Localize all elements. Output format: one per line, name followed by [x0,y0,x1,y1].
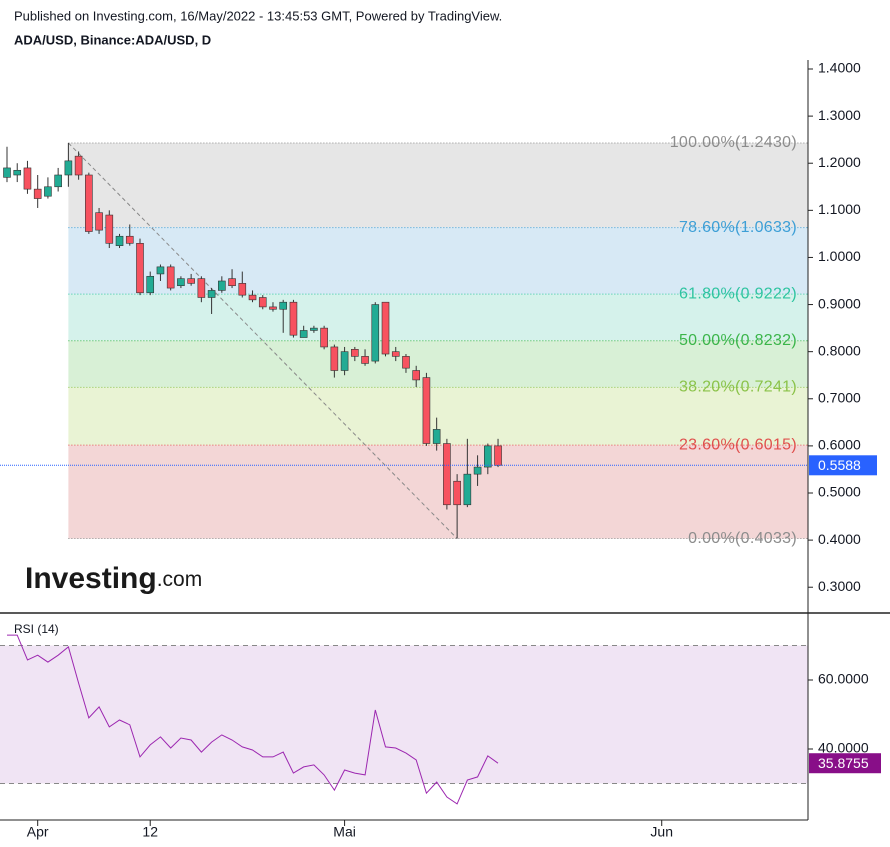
fib-label: 100.00%(1.2430) [670,134,797,151]
rsi-last-label: 35.8755 [818,755,869,771]
brand-suffix: .com [157,568,203,591]
rsi-line [7,634,499,805]
candle-body [443,443,451,506]
candle-body [494,445,502,466]
y-tick-label: 0.7000 [818,389,861,405]
candle-body [187,278,195,284]
y-tick-label: 1.3000 [818,107,861,123]
rsi-title: RSI (14) [14,622,59,636]
candle-body [351,349,359,357]
candle-body [197,278,206,298]
candle-body [453,480,461,506]
fib-band [68,142,808,228]
candle-body [299,330,308,338]
y-tick-label: 0.9000 [818,295,861,311]
candle-body [422,377,431,444]
rsi-last-box [809,753,881,774]
x-tick-label: Apr [27,824,49,840]
y-tick-label: 0.3000 [818,578,861,594]
fib-label: 38.20%(0.7241) [679,379,797,396]
candle-body [279,301,288,310]
candle-body [238,283,247,296]
candle-body [473,466,482,475]
fib-label: 61.80%(0.9222) [679,285,797,302]
candle-body [136,243,144,294]
y-tick-label: 0.6000 [818,437,861,453]
candle-body [269,306,277,310]
fib-band [68,445,808,539]
fib-label: 50.00%(0.8232) [679,332,797,349]
candle-body [340,351,349,371]
candle-body [361,356,369,364]
candle-body [381,301,390,355]
candle-body [228,278,236,287]
brand-logo: Investing.com [25,562,202,595]
candle-body [463,473,472,506]
brand: Investing [25,562,157,595]
last-price-box [809,455,877,476]
candle-body [166,266,175,289]
y-tick-label: 40.0000 [818,740,869,756]
candle-body [33,188,42,199]
y-tick-label: 1.2000 [818,154,861,170]
fib-label: 23.60%(0.6015) [679,436,797,453]
candle-body [432,429,441,444]
candle-body [23,167,32,190]
candle-body [64,160,73,176]
fib-label: 0.00%(0.4033) [688,530,797,547]
candle-body [218,280,226,291]
candle-body [85,174,93,232]
last-price-label: 0.5588 [818,457,861,473]
candle-body [146,275,155,294]
fib-band [68,340,808,388]
rsi-band [0,645,808,784]
y-tick-label: 0.8000 [818,342,861,358]
candle-body [3,167,11,178]
candle-body [248,294,257,301]
y-tick-label: 60.0000 [818,671,869,687]
candle-body [289,301,298,336]
candle-body [371,304,380,362]
chart-title: ADA/USD, Binance:ADA/USD, D [14,32,211,47]
candle-body [125,235,134,244]
candle-body [330,346,339,371]
candle-body [310,327,318,331]
candle-body [44,186,52,197]
x-tick-label: 12 [142,824,158,840]
fib-label: 78.60%(1.0633) [679,219,797,236]
candle-body [95,212,103,231]
candle-body [391,351,400,357]
candle-body [13,169,22,176]
candle-body [258,297,267,308]
x-tick-label: Mai [333,824,356,840]
candle-body [156,266,165,275]
published-note: Published on Investing.com, 16/May/2022 … [14,8,502,23]
y-tick-label: 0.5000 [818,484,861,500]
y-tick-label: 1.0000 [818,248,861,264]
y-tick-label: 1.1000 [818,201,861,217]
candle-body [402,356,410,369]
y-tick-label: 0.4000 [818,531,861,547]
trend-line [68,142,458,539]
candle-body [105,214,114,244]
candle-body [207,290,216,298]
candle-body [484,445,492,468]
candle-body [54,174,62,188]
candle-body [320,327,328,348]
candle-body [412,370,421,381]
fib-band [68,294,808,341]
candle-body [177,278,185,287]
y-tick-label: 1.4000 [818,60,861,76]
x-tick-label: Jun [650,824,673,840]
candle-body [74,155,83,176]
candle-body [115,235,124,246]
